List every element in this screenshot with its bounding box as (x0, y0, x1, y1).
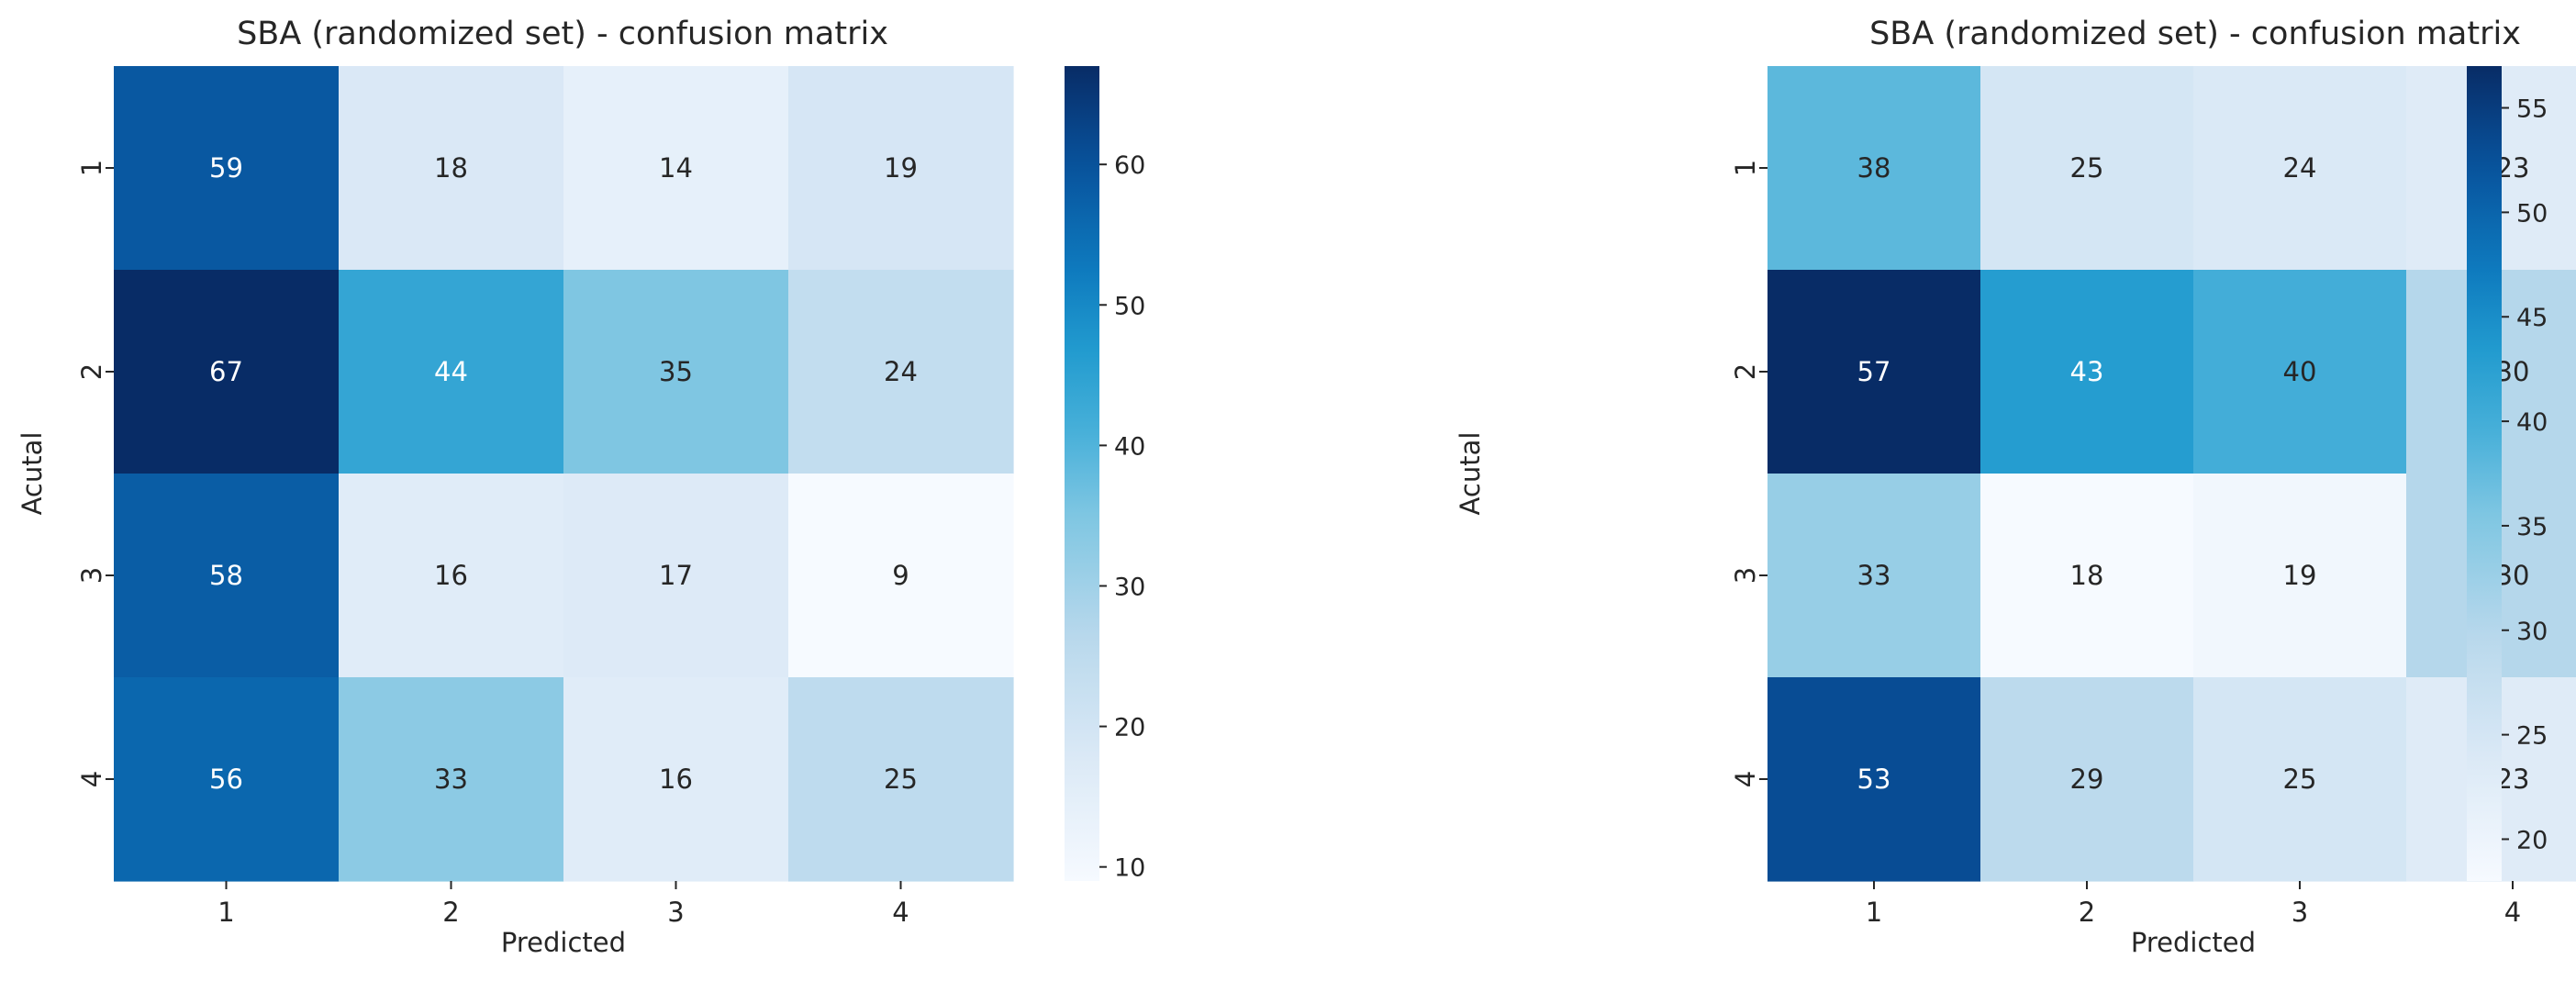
cell-value-r2-c2: 44 (434, 356, 468, 387)
cell-value-r1-c1: 38 (1857, 152, 1891, 184)
cell-value-r1-c2: 25 (2070, 152, 2104, 184)
heatmap-cell-r1-c1 (114, 66, 340, 271)
y-tick-label-3: 3 (1730, 567, 1761, 584)
heatmap-cell-r1-c2 (339, 66, 564, 271)
y-tick-label-1: 1 (1730, 160, 1761, 176)
x-axis-label: Predicted (501, 927, 626, 958)
heatmap-cell-r4-c2 (339, 677, 564, 882)
heatmap-cell-r4-c3 (563, 677, 789, 882)
x-tick-label-4: 4 (892, 897, 909, 928)
colorbar-tick-label-40: 40 (1114, 432, 1145, 461)
heatmap-cell-r3-c2 (1980, 474, 2194, 678)
colorbar-tick-label-50: 50 (2516, 199, 2548, 228)
y-axis-label: Acutal (1455, 432, 1486, 516)
cell-value-r2-c3: 40 (2283, 356, 2317, 387)
x-tick-label-1: 1 (1866, 897, 1882, 928)
heatmap-cell-r1-c1 (1768, 66, 1981, 271)
colorbar-tick-label-20: 20 (1114, 714, 1145, 742)
colorbar-tick-label-35: 35 (2516, 513, 2548, 541)
colorbar-tick-label-40: 40 (2516, 408, 2548, 437)
colorbar-tick-label-10: 10 (1114, 854, 1145, 883)
colorbar (1065, 66, 1099, 881)
heatmap-cell-r2-c3 (563, 270, 789, 474)
x-tick-label-3: 3 (2292, 897, 2308, 928)
heatmap-cell-r3-c1 (114, 474, 340, 678)
y-tick-label-2: 2 (1730, 363, 1761, 380)
colorbar-tick-label-25: 25 (2516, 722, 2548, 751)
chart-title: SBA (randomized set) - confusion matrix (237, 16, 888, 52)
y-axis-label: Acutal (17, 432, 48, 516)
y-tick-label-3: 3 (76, 567, 107, 584)
cell-value-r3-c4: 9 (892, 560, 909, 591)
heatmap-cell-r2-c2 (339, 270, 564, 474)
heatmap-cell-r1-c2 (1980, 66, 2194, 271)
cell-value-r1-c3: 24 (2283, 152, 2317, 184)
colorbar-tick-label-30: 30 (1114, 573, 1145, 601)
cell-value-r3-c1: 58 (209, 560, 243, 591)
cell-value-r2-c1: 67 (209, 356, 243, 387)
cell-value-r1-c1: 59 (209, 152, 243, 184)
heatmap-cell-r3-c3 (563, 474, 789, 678)
heatmap-cell-r1-c3 (563, 66, 789, 271)
cell-value-r2-c4: 24 (884, 356, 918, 387)
cell-value-r4-c3: 16 (659, 764, 693, 795)
x-tick-label-1: 1 (217, 897, 234, 928)
heatmap-cell-r4-c4 (788, 677, 1014, 882)
heatmap-cell-r2-c2 (1980, 270, 2194, 474)
heatmap-cell-r4-c2 (1980, 677, 2194, 882)
heatmap-cell-r2-c3 (2193, 270, 2407, 474)
y-tick-label-1: 1 (76, 160, 107, 176)
heatmap-cell-r3-c4 (788, 474, 1014, 678)
x-tick-label-4: 4 (2504, 897, 2521, 928)
heatmap-cell-r1-c4 (788, 66, 1014, 271)
cell-value-r1-c3: 14 (659, 152, 693, 184)
y-tick-label-2: 2 (76, 363, 107, 380)
cell-value-r1-c4: 19 (884, 152, 918, 184)
cell-value-r4-c1: 53 (1857, 764, 1891, 795)
cell-value-r3-c2: 18 (2070, 560, 2104, 591)
heatmap-cell-r4-c1 (1768, 677, 1981, 882)
colorbar-tick-label-20: 20 (2516, 826, 2548, 854)
cell-value-r3-c3: 17 (659, 560, 693, 591)
heatmap-cell-r2-c1 (1768, 270, 1981, 474)
colorbar (2467, 66, 2502, 881)
colorbar-tick-label-45: 45 (2516, 304, 2548, 332)
cell-value-r4-c2: 29 (2070, 764, 2104, 795)
confusion-matrix-left: SBA (randomized set) - confusion matrix 5… (17, 16, 1145, 958)
colorbar-tick-label-30: 30 (2516, 618, 2548, 646)
cell-value-r1-c2: 18 (434, 152, 468, 184)
x-tick-label-2: 2 (442, 897, 459, 928)
cell-value-r3-c1: 33 (1857, 560, 1891, 591)
heatmap-cell-r2-c4 (788, 270, 1014, 474)
heatmap-cell-r2-c1 (114, 270, 340, 474)
cell-value-r3-c2: 16 (434, 560, 468, 591)
heatmap-cell-r3-c2 (339, 474, 564, 678)
heatmap-cell-r4-c1 (114, 677, 340, 882)
x-axis-label: Predicted (2131, 927, 2256, 958)
y-tick-label-4: 4 (1730, 771, 1761, 787)
y-tick-label-4: 4 (76, 771, 107, 787)
x-tick-label-2: 2 (2079, 897, 2095, 928)
heatmap-cell-r1-c3 (2193, 66, 2407, 271)
heatmap-cell-r3-c1 (1768, 474, 1981, 678)
heatmap-cell-r4-c3 (2193, 677, 2407, 882)
cell-value-r4-c1: 56 (209, 764, 243, 795)
cell-value-r3-c3: 19 (2283, 560, 2317, 591)
cell-value-r4-c4: 25 (884, 764, 918, 795)
heatmap-cell-r3-c3 (2193, 474, 2407, 678)
cell-value-r2-c1: 57 (1857, 356, 1891, 387)
colorbar-tick-label-50: 50 (1114, 292, 1145, 320)
cell-value-r2-c2: 43 (2070, 356, 2104, 387)
cell-value-r2-c3: 35 (659, 356, 693, 387)
confusion-matrix-right: SBA (randomized set) - confusion matrix 3… (1455, 16, 2576, 958)
chart-title: SBA (randomized set) - confusion matrix (1869, 16, 2521, 52)
colorbar-tick-label-60: 60 (1114, 151, 1145, 180)
colorbar-tick-label-55: 55 (2516, 95, 2548, 124)
x-tick-label-3: 3 (667, 897, 684, 928)
cell-value-r4-c2: 33 (434, 764, 468, 795)
cell-value-r4-c3: 25 (2283, 764, 2317, 795)
